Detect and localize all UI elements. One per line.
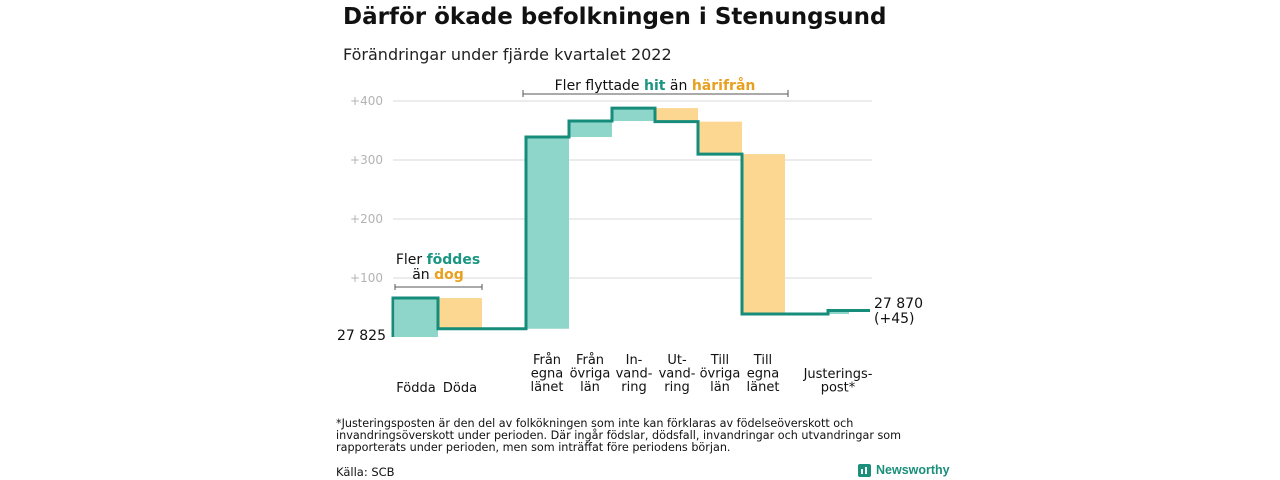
waterfall-bar bbox=[612, 108, 655, 122]
waterfall-bar bbox=[828, 310, 849, 314]
category-label: egna bbox=[531, 367, 563, 382]
end-value-label: 27 870 bbox=[874, 296, 923, 312]
waterfall-bar bbox=[439, 298, 482, 329]
waterfall-bar bbox=[655, 108, 698, 122]
category-label: Till bbox=[753, 353, 772, 368]
category-label: Justerings- bbox=[803, 367, 873, 382]
annotation-highlight-orange: härifrån bbox=[692, 77, 756, 94]
category-label: län bbox=[710, 380, 730, 395]
category-label: Från bbox=[576, 353, 604, 368]
annotation-text: än bbox=[412, 267, 434, 283]
waterfall-chart: +400 +300 +200 +100 27 825 27 870(+45) Födda Dö… bbox=[337, 77, 923, 396]
annotation-text: Fler bbox=[396, 252, 427, 268]
category-label: övriga bbox=[700, 367, 741, 382]
y-tick-label: +200 bbox=[350, 212, 383, 226]
waterfall-bar bbox=[742, 154, 785, 314]
category-label: län bbox=[580, 380, 600, 395]
brand-name: Newsworthy bbox=[876, 463, 950, 477]
annotation-highlight-orange: dog bbox=[434, 267, 464, 283]
waterfall-bar bbox=[395, 298, 438, 337]
annotation-bracket bbox=[394, 284, 483, 290]
annotation-text: Fler flyttade bbox=[555, 78, 644, 94]
waterfall-bar bbox=[569, 121, 612, 137]
cumulative-step-line bbox=[391, 106, 870, 337]
category-label: post* bbox=[821, 381, 856, 396]
category-label: Ut- bbox=[667, 353, 687, 368]
waterfall-bar bbox=[698, 121, 742, 155]
category-label: Till bbox=[710, 353, 729, 368]
start-value-label: 27 825 bbox=[337, 328, 386, 344]
newsworthy-logo: Newsworthy bbox=[858, 463, 950, 477]
category-label: länet bbox=[747, 380, 780, 395]
migration-annotation: Fler flyttade hit än härifrån bbox=[555, 77, 756, 94]
end-change-label: (+45) bbox=[874, 311, 914, 327]
y-tick-label: +100 bbox=[350, 271, 383, 285]
category-label: vand- bbox=[616, 367, 653, 382]
category-label: ring bbox=[621, 380, 646, 395]
category-label: In- bbox=[626, 353, 643, 368]
footnote: *Justeringsposten är den del av folkökni… bbox=[336, 417, 902, 454]
category-label: övriga bbox=[570, 367, 611, 382]
annotation-highlight-teal: hit bbox=[644, 78, 666, 94]
category-label: vand- bbox=[659, 367, 696, 382]
annotation-highlight-teal: föddes bbox=[427, 252, 481, 268]
annotation-text: än bbox=[665, 78, 691, 94]
y-tick-label: +400 bbox=[350, 94, 383, 108]
category-label: ring bbox=[664, 380, 689, 395]
annotation-bracket bbox=[522, 90, 789, 97]
births-annotation: Fler föddes bbox=[396, 252, 480, 268]
source-label: Källa: SCB bbox=[336, 465, 395, 479]
category-label: egna bbox=[747, 367, 779, 382]
category-label: Födda bbox=[396, 381, 435, 396]
bar-chart-icon bbox=[858, 463, 871, 477]
chart-title: Därför ökade befolkningen i Stenungsund bbox=[343, 4, 887, 30]
category-label: länet bbox=[531, 380, 564, 395]
y-tick-label: +300 bbox=[350, 153, 383, 167]
births-annotation: än dog bbox=[412, 267, 464, 283]
category-label: Döda bbox=[443, 381, 477, 396]
category-label: Från bbox=[533, 353, 561, 368]
waterfall-bar bbox=[526, 136, 569, 329]
chart-subtitle: Förändringar under fjärde kvartalet 2022 bbox=[343, 45, 672, 64]
